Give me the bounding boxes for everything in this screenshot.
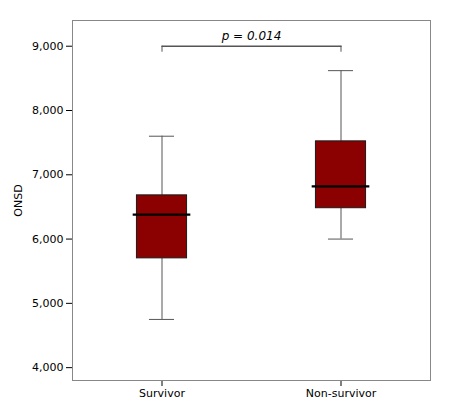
svg-text:Non-survivor: Non-survivor <box>306 387 377 400</box>
svg-text:4,000: 4,000 <box>32 361 64 374</box>
svg-text:7,000: 7,000 <box>32 168 64 181</box>
svg-text:ONSD: ONSD <box>12 184 25 216</box>
svg-text:9,000: 9,000 <box>32 40 64 53</box>
svg-text:6,000: 6,000 <box>32 233 64 246</box>
svg-text:Survivor: Survivor <box>139 387 185 400</box>
svg-text:p = 0.014: p = 0.014 <box>221 29 282 43</box>
svg-text:8,000: 8,000 <box>32 104 64 117</box>
svg-text:5,000: 5,000 <box>32 297 64 310</box>
